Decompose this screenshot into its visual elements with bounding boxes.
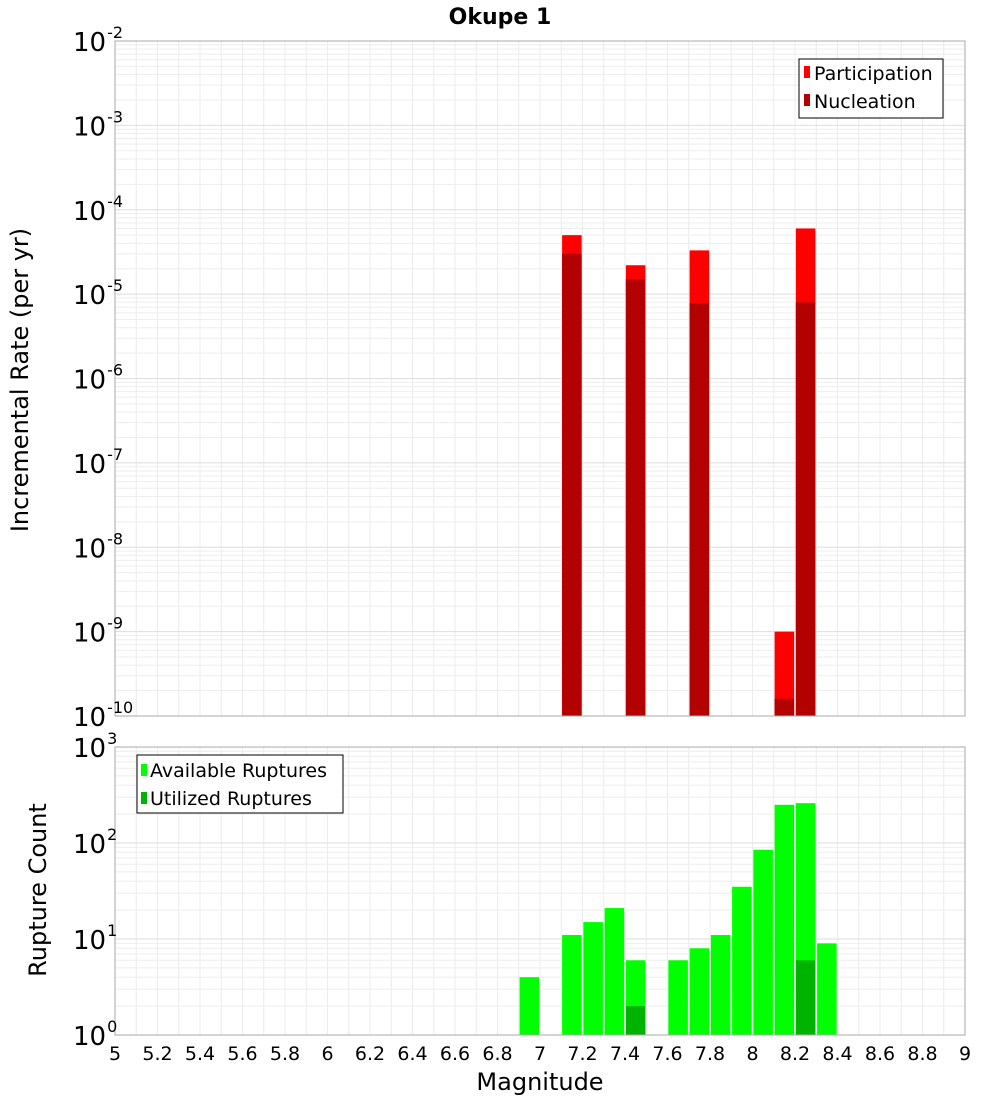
bottom-legend: Available Ruptures Utilized Ruptures xyxy=(136,754,344,814)
x-tick-label: 7.6 xyxy=(652,1043,682,1065)
bottom-bar-available-ruptures xyxy=(604,908,625,1035)
legend-label-utilized: Utilized Ruptures xyxy=(150,788,312,810)
legend-label-participation: Participation xyxy=(814,63,933,85)
legend-swatch-available xyxy=(141,764,147,776)
bottom-bar-available-ruptures xyxy=(753,849,773,1035)
bottom-bar-available-ruptures xyxy=(519,977,540,1035)
top-legend: Participation Nucleation xyxy=(798,58,944,119)
x-tick-label: 6.6 xyxy=(440,1043,470,1065)
bottom-bar-available-ruptures xyxy=(668,960,688,1035)
x-tick-label: 6.4 xyxy=(397,1043,427,1065)
top-legend-box xyxy=(798,58,944,119)
x-tick-label: 6.8 xyxy=(482,1043,512,1065)
x-tick-label: 6.2 xyxy=(355,1043,385,1065)
top-bar-nucleation xyxy=(774,698,795,716)
x-tick-label: 8.2 xyxy=(780,1043,810,1065)
bottom-bar-available-ruptures xyxy=(817,943,837,1035)
legend-swatch-utilized xyxy=(141,792,147,804)
bottom-y-tick-label: 101 xyxy=(73,921,117,956)
legend-label-available: Available Ruptures xyxy=(150,760,327,782)
x-tick-label: 8.4 xyxy=(822,1043,852,1065)
x-tick-label: 8.8 xyxy=(907,1043,937,1065)
x-tick-label: 7.2 xyxy=(567,1043,597,1065)
bottom-bar-available-ruptures xyxy=(732,886,752,1035)
legend-label-nucleation: Nucleation xyxy=(814,91,916,113)
top-y-tick-label: 10-10 xyxy=(73,698,133,733)
legend-swatch-nucleation xyxy=(804,94,810,106)
top-bar-nucleation xyxy=(795,302,816,716)
x-axis-label: Magnitude xyxy=(476,1068,603,1096)
x-tick-label: 5.6 xyxy=(227,1043,257,1065)
bottom-plot-frame xyxy=(114,746,966,1036)
bottom-y-tick-label: 103 xyxy=(73,729,117,764)
top-y-tick-label: 10-2 xyxy=(73,23,123,58)
top-bar-nucleation xyxy=(562,253,582,716)
x-tick-label: 6 xyxy=(321,1043,333,1065)
x-tick-label: 8 xyxy=(746,1043,758,1065)
x-tick-label: 5.8 xyxy=(270,1043,300,1065)
top-bar-nucleation xyxy=(625,279,646,716)
top-y-tick-label: 10-4 xyxy=(73,192,123,227)
x-tick-label: 5.4 xyxy=(185,1043,215,1065)
top-y-axis-label: Incremental Rate (per yr) xyxy=(6,228,34,532)
bottom-bar-available-ruptures xyxy=(710,935,731,1035)
x-tick-label: 9 xyxy=(959,1043,971,1065)
bottom-bar-available-ruptures xyxy=(583,922,603,1035)
chart-title: Okupe 1 xyxy=(449,5,552,30)
x-tick-label: 7 xyxy=(534,1043,546,1065)
x-tick-label: 7.4 xyxy=(610,1043,640,1065)
bottom-y-axis-label: Rupture Count xyxy=(24,803,52,977)
bottom-bar-available-ruptures xyxy=(562,935,582,1035)
top-bar-nucleation xyxy=(689,303,710,716)
bottom-legend-box xyxy=(136,754,344,814)
x-tick-label: 7.8 xyxy=(695,1043,725,1065)
bottom-bar-available-ruptures xyxy=(774,804,795,1035)
top-plot-frame xyxy=(114,40,966,717)
x-tick-label: 8.6 xyxy=(865,1043,895,1065)
bottom-y-tick-label: 102 xyxy=(73,825,117,860)
legend-swatch-participation xyxy=(804,66,810,78)
x-tick-label: 5 xyxy=(109,1043,121,1065)
bottom-bar-available-ruptures xyxy=(689,948,710,1035)
x-tick-label: 5.2 xyxy=(142,1043,172,1065)
bottom-bar-utilized-ruptures xyxy=(625,1006,646,1035)
bottom-y-tick-label: 100 xyxy=(73,1017,117,1052)
top-bar-participation xyxy=(774,631,795,716)
bottom-bar-utilized-ruptures xyxy=(795,960,816,1035)
